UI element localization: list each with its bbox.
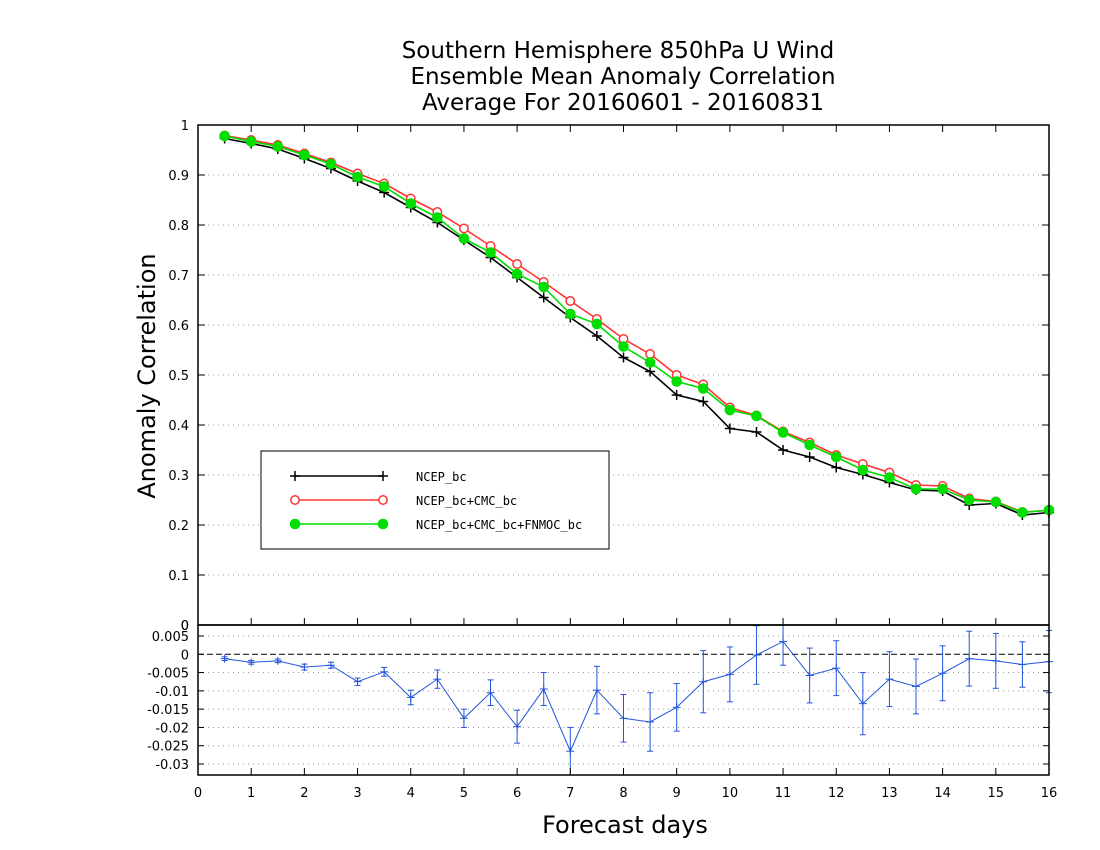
x-tick-label: 12 xyxy=(828,786,845,801)
diff-y-tick-label: -0.015 xyxy=(147,703,189,718)
title-line-1: Southern Hemisphere 850hPa U Wind xyxy=(402,38,835,64)
axes xyxy=(197,124,1050,776)
data-point xyxy=(591,318,603,330)
y-tick-label: 0.7 xyxy=(168,269,189,284)
x-axis-label: Forecast days xyxy=(542,811,708,839)
y-tick-label: 0.6 xyxy=(168,319,189,334)
y-tick-label: 0.9 xyxy=(168,169,189,184)
data-point xyxy=(245,136,257,147)
diff-y-tick-label: -0.01 xyxy=(155,685,189,700)
x-tick-label: 16 xyxy=(1041,786,1058,801)
chart-title: Southern Hemisphere 850hPa U Wind Ensemb… xyxy=(402,38,836,116)
main-grid xyxy=(198,174,1049,576)
data-point xyxy=(830,451,842,463)
diff-y-tick-label: -0.005 xyxy=(147,667,189,682)
diff-y-tick-label: -0.02 xyxy=(155,721,189,736)
data-point xyxy=(751,410,762,422)
legend-label: NCEP_bc+CMC_bc+FNMOC_bc xyxy=(416,518,582,532)
data-point xyxy=(219,130,230,142)
data-point xyxy=(352,171,363,183)
data-point xyxy=(511,268,523,280)
data-point xyxy=(1017,507,1028,518)
x-tick-label: 3 xyxy=(353,786,361,801)
series-2 xyxy=(219,130,1055,518)
data-point xyxy=(272,141,284,152)
data-point xyxy=(990,496,1002,508)
y-tick-label: 0.4 xyxy=(168,419,189,434)
x-tick-label: 10 xyxy=(722,786,739,801)
data-point xyxy=(458,233,470,244)
data-point xyxy=(644,357,656,368)
data-point xyxy=(299,149,310,161)
data-point xyxy=(325,158,337,170)
data-point xyxy=(377,518,389,530)
data-point xyxy=(645,349,656,359)
x-tick-label: 13 xyxy=(881,786,898,801)
data-point xyxy=(565,296,576,306)
diff-y-tick-label: -0.025 xyxy=(147,740,189,755)
data-point xyxy=(697,383,709,394)
data-point xyxy=(963,494,975,506)
diff-plot-frame xyxy=(197,624,1050,776)
data-point xyxy=(937,483,948,495)
x-tick-label: 7 xyxy=(566,786,574,801)
data-point xyxy=(378,181,390,192)
data-point xyxy=(565,308,576,320)
x-tick-label: 15 xyxy=(988,786,1005,801)
diff-line xyxy=(224,640,1050,753)
data-point xyxy=(290,495,300,505)
legend-label: NCEP_bc+CMC_bc xyxy=(416,494,517,508)
y-tick-label: 0.3 xyxy=(168,469,189,484)
data-point xyxy=(884,472,895,483)
data-point xyxy=(458,223,469,234)
y-tick-label: 1 xyxy=(181,119,189,134)
y-tick-label: 0.1 xyxy=(168,569,189,584)
x-tick-label: 11 xyxy=(775,786,792,801)
data-point xyxy=(485,247,496,258)
y-tick-label: 0.2 xyxy=(168,519,189,534)
data-point xyxy=(432,212,443,223)
data-point xyxy=(857,464,869,476)
y-tick-label: 0.8 xyxy=(168,219,189,234)
x-tick-label: 5 xyxy=(460,786,468,801)
y-tick-label: 0 xyxy=(181,619,189,634)
data-point xyxy=(538,281,550,293)
tick-labels: 00.10.20.30.40.50.60.70.80.910.0050-0.00… xyxy=(147,119,1057,801)
data-point xyxy=(777,427,789,438)
title-line-2: Ensemble Mean Anomaly Correlation xyxy=(410,64,835,90)
x-tick-label: 14 xyxy=(934,786,951,801)
data-point xyxy=(724,404,736,416)
diff-y-tick-label: 0.005 xyxy=(152,630,189,645)
x-tick-label: 8 xyxy=(619,786,627,801)
title-line-3: Average For 20160601 - 20160831 xyxy=(422,90,824,116)
data-point xyxy=(618,341,629,352)
y-tick-label: 0 xyxy=(181,619,189,634)
x-tick-label: 4 xyxy=(407,786,415,801)
data-point xyxy=(289,518,301,530)
main-series xyxy=(219,130,1055,520)
legend-label: NCEP_bc xyxy=(416,470,467,484)
data-point xyxy=(512,259,523,269)
x-tick-label: 0 xyxy=(194,786,202,801)
data-point xyxy=(671,376,682,387)
y-tick-label: 0.5 xyxy=(168,369,189,384)
x-tick-label: 2 xyxy=(300,786,308,801)
legend: NCEP_bc NCEP_bc+CMC_bc NCEP_bc+CMC_bc+FNMO… xyxy=(260,450,610,550)
x-tick-label: 9 xyxy=(673,786,681,801)
y-axis-label: Anomaly Correlation xyxy=(133,253,161,498)
x-tick-label: 6 xyxy=(513,786,521,801)
data-point xyxy=(804,439,815,451)
data-point xyxy=(910,483,922,495)
data-point xyxy=(405,198,417,209)
diff-y-tick-label: -0.03 xyxy=(155,758,189,773)
diff-y-tick-label: 0 xyxy=(181,648,189,663)
data-point xyxy=(378,495,388,505)
diff-series xyxy=(220,625,1053,776)
x-tick-label: 1 xyxy=(247,786,255,801)
